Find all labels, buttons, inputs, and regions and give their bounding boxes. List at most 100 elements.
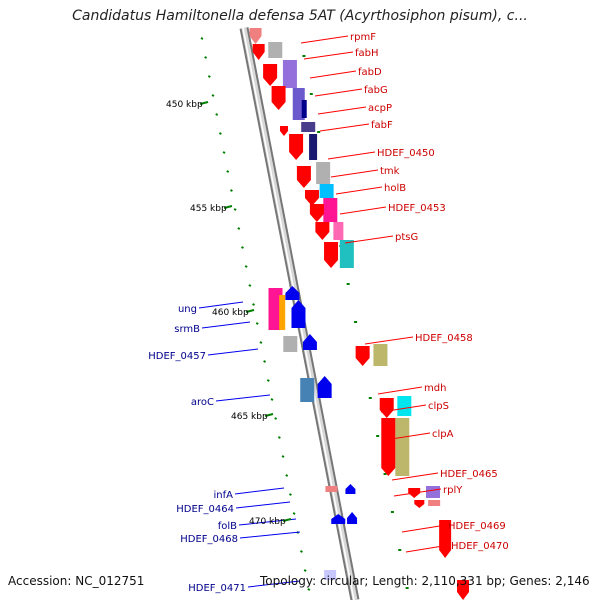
forward-gene-label: mdh [424,383,446,394]
scale-label: 460 kbp [212,308,249,318]
forward-gene-label: HDEF_0470 [451,541,509,552]
gene-region [268,42,283,58]
reverse-gene-label-line [234,487,285,495]
gene-region [316,162,331,184]
forward-gene-arrow [263,64,278,86]
forward-gene-label-line [380,404,427,413]
reverse-gene-label: srmB [174,324,200,335]
forward-gene-label: fabG [364,85,388,96]
reverse-gene-label: HDEF_0457 [148,351,206,362]
forward-gene-label: ptsG [395,232,418,243]
forward-gene-label: clpA [432,429,454,440]
reverse-gene-label: aroC [191,397,214,408]
forward-gene-arrow [324,242,339,268]
forward-gene-label: clpS [428,401,449,412]
forward-gene-label: HDEF_0458 [415,333,473,344]
reverse-gene-label: HDEF_0468 [180,534,238,545]
forward-gene-arrow [279,126,288,136]
forward-gene-label-line [300,35,349,44]
scale-label: 465 kbp [231,412,268,422]
forward-gene-label-line [344,235,394,244]
reverse-gene-arrow [285,286,300,300]
scale-tick [281,455,285,458]
scale-major-tick [223,205,233,209]
forward-gene-label-line [335,186,383,195]
genome-summary: Topology: circular; Length: 2,110,331 bp… [260,574,590,588]
scale-tick [300,550,303,553]
gene-region [428,500,441,506]
scale-tick [226,170,230,173]
forward-gene-label: holB [384,183,406,194]
gene-region [282,60,297,88]
map-title: Candidatus Hamiltonella defensa 5AT (Acy… [72,8,528,24]
forward-gene-label-line [401,524,447,533]
forward-gene-arrow [296,166,311,188]
label-lines [198,35,450,588]
forward-gene-label: fabF [371,120,393,131]
forward-gene-label: HDEF_0450 [377,148,435,159]
scale-tick [244,265,248,268]
forward-gene-arrow [249,28,262,44]
forward-gene-label-line [319,123,370,132]
gene-region [300,378,315,402]
scale-tick [274,417,278,420]
gene-region [301,100,307,118]
gene-region [319,184,334,198]
scale-tick [222,151,226,154]
reverse-gene-label-line [207,348,259,356]
forward-gene-label-line [303,51,354,60]
forward-gene-label-line [330,169,379,178]
reverse-gene-label-line [198,301,244,309]
reverse-gene-label-line [215,394,271,402]
scale-tick [288,493,292,496]
forward-gene-label-line [391,472,439,481]
gene-region [279,295,286,330]
gene-region [323,198,338,222]
forward-gene-arrow [379,398,394,418]
scale-tick [252,303,255,306]
scale-label: 470 kbp [249,517,286,527]
gene-region [333,222,344,240]
reverse-gene-arrow [345,484,356,494]
scale-tick [270,398,274,401]
forward-gene-label: HDEF_0465 [440,469,498,480]
forward-gene-arrow [439,520,452,558]
forward-gene-arrow [315,222,330,240]
scale-tick [277,436,281,439]
forward-gene-label-line [393,488,442,497]
scale-tick [204,56,208,59]
gene-region [395,418,410,476]
forward-gene-label-line [339,206,387,215]
gene-region [373,344,388,366]
forward-gene-label-line [384,432,431,441]
forward-gene-arrow [304,190,319,206]
scale-tick [200,37,204,40]
scale-tick [292,512,296,515]
forward-gene-arrow [414,500,425,508]
forward-gene-label: fabD [358,67,382,78]
scale-tick [259,341,263,344]
forward-gene-label-line [405,544,450,553]
scale-tick [207,75,211,78]
scale-label: 455 kbp [190,204,227,214]
scale-tick [266,379,270,382]
scale-major-tick [264,413,274,417]
scale-labels: 450 kbp 455 kbp 460 kbp 465 kbp 470 kbp [166,100,292,527]
scale-major-tick [199,101,209,105]
scale-label: 450 kbp [166,100,203,110]
forward-gene-label-line [309,70,357,79]
gene-features [249,28,470,600]
forward-gene-label: HDEF_0453 [388,203,446,214]
forward-gene-arrow [457,580,470,600]
forward-gene-label-line [364,336,414,345]
scale-tick [241,246,244,249]
reverse-gene-label: ung [178,304,197,315]
reverse-gene-label: folB [218,521,237,532]
forward-gene-label-line [377,386,423,395]
scale-major-tick [245,309,255,313]
gene-region [309,134,318,160]
reverse-gene-label-line [239,531,301,539]
forward-gene-arrow [271,86,286,110]
